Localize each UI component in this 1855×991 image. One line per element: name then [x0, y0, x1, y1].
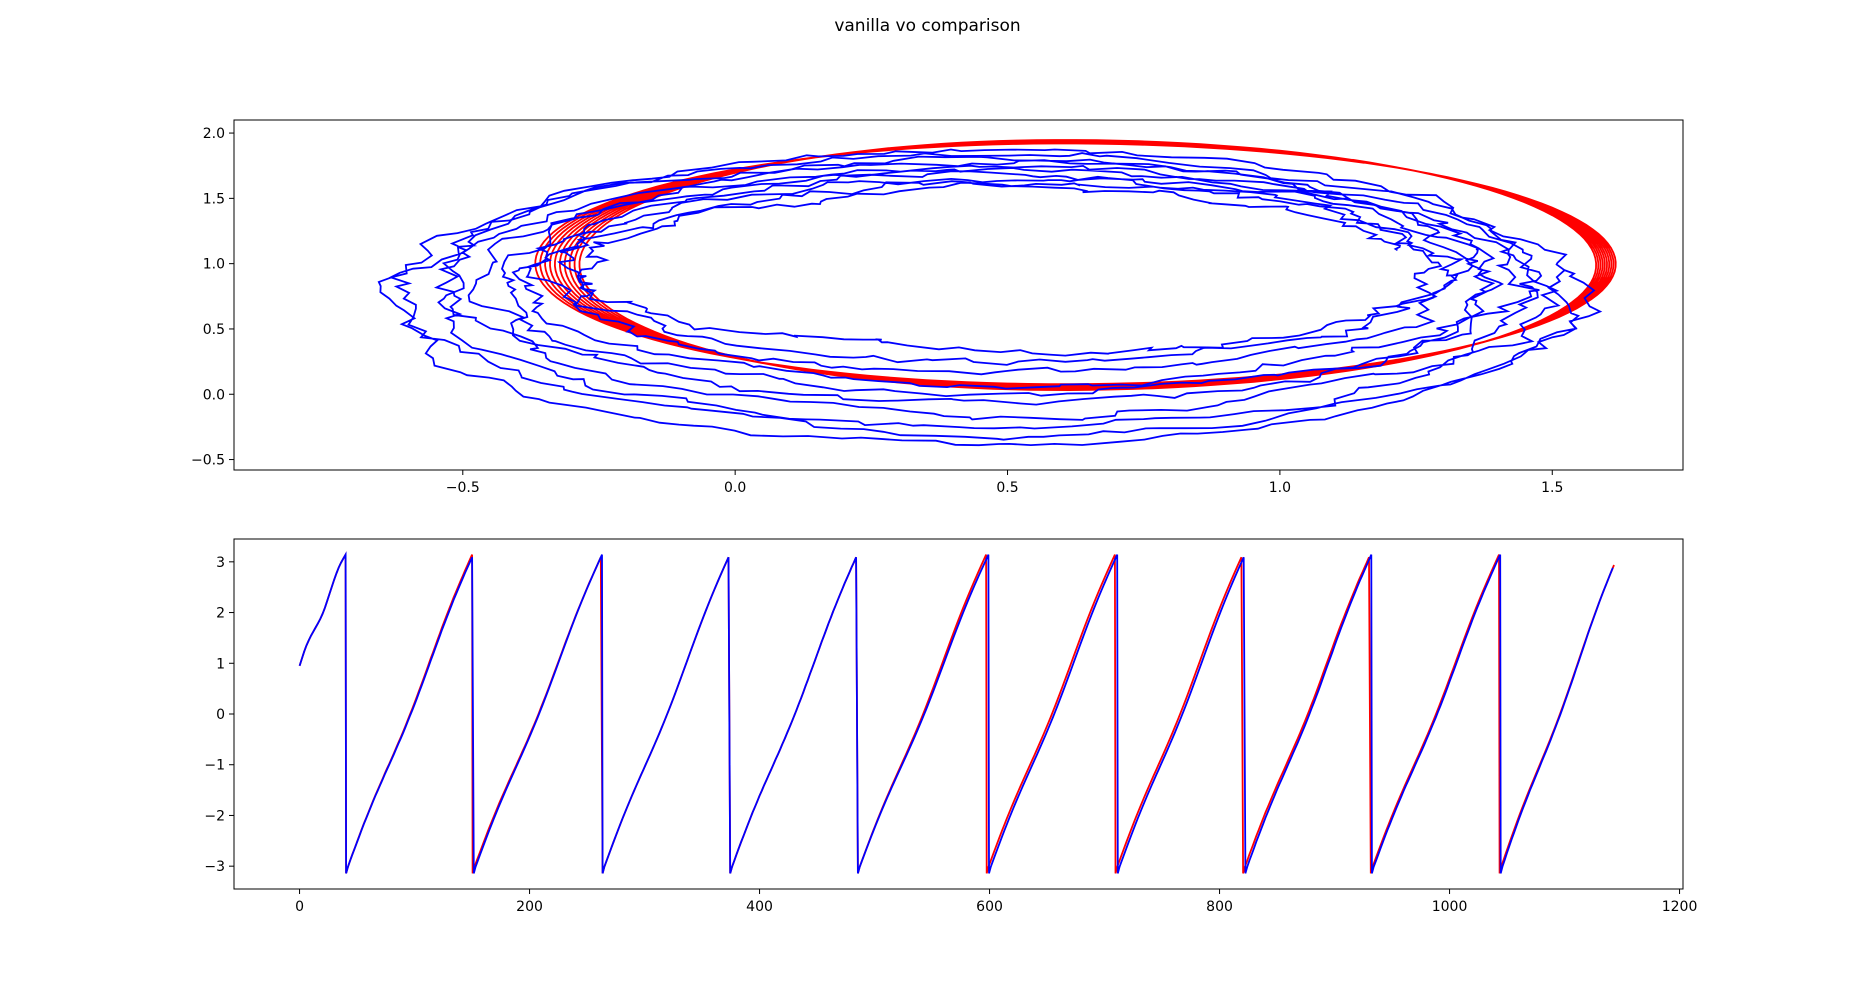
x-tick-label: 600	[976, 899, 1003, 915]
y-tick-label: 0	[216, 707, 225, 723]
heading-plot-frame	[233, 538, 1684, 890]
x-tick-label: −0.5	[446, 480, 480, 496]
y-tick-label: 2.0	[203, 126, 225, 142]
x-tick-label: 400	[746, 899, 773, 915]
y-tick-label: 2	[216, 606, 225, 622]
x-tick-label: 0.5	[996, 480, 1018, 496]
estimate-trajectory-line	[377, 148, 1603, 447]
x-tick-label: 1.0	[1269, 480, 1291, 496]
figure-title: vanilla vo comparison	[834, 16, 1021, 36]
y-tick-label: −2	[204, 808, 225, 824]
y-tick-label: 0.0	[203, 387, 225, 403]
x-tick-label: 1000	[1432, 899, 1468, 915]
y-tick-label: 1.5	[203, 191, 225, 207]
blue-heading-line	[298, 551, 1614, 874]
trajectory-plot-frame	[233, 119, 1684, 471]
trajectory-axes: −0.5 0.0 0.5 1.0 1.5 −0.5 0.0 0.5 1.0 1.5 2.0	[191, 126, 1563, 496]
x-tick-label: 1.5	[1541, 480, 1563, 496]
y-tick-label: 1	[216, 656, 225, 672]
x-tick-label: 200	[516, 899, 543, 915]
x-tick-label: 0	[295, 899, 304, 915]
red-heading-line	[298, 551, 1615, 874]
x-tick-label: 1200	[1662, 899, 1698, 915]
heading-axes: 0 200 400 600 800 1000 1200 −3 −2 −1 0 1 2 3	[204, 555, 1697, 915]
y-tick-label: −0.5	[191, 453, 225, 469]
y-tick-label: −1	[204, 758, 225, 774]
y-tick-label: 1.0	[203, 257, 225, 273]
trajectory-plot: −0.5 0.0 0.5 1.0 1.5 −0.5 0.0 0.5 1.0 1.5 2.0	[191, 119, 1684, 496]
heading-plot: 0 200 400 600 800 1000 1200 −3 −2 −1 0 1 2 3	[204, 538, 1697, 915]
y-tick-label: 3	[216, 555, 225, 571]
x-tick-label: 800	[1206, 899, 1233, 915]
y-tick-label: 0.5	[203, 322, 225, 338]
x-tick-label: 0.0	[724, 480, 746, 496]
reference-trajectory-line	[534, 139, 1617, 392]
y-tick-label: −3	[204, 859, 225, 875]
